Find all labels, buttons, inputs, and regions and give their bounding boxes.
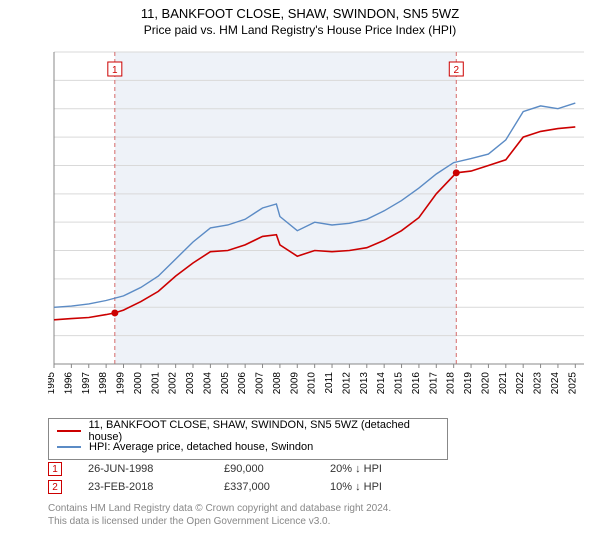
- row-date: 26-JUN-1998: [88, 463, 198, 475]
- row-marker-badge: 2: [48, 480, 62, 494]
- xtick-label: 2007: [255, 372, 266, 395]
- xtick-label: 2009: [289, 372, 300, 395]
- xtick-label: 1995: [48, 372, 57, 395]
- xtick-label: 2008: [272, 372, 283, 395]
- sale-dot: [111, 309, 118, 316]
- legend-label: HPI: Average price, detached house, Swin…: [89, 441, 313, 453]
- xtick-label: 2023: [533, 372, 544, 395]
- xtick-label: 2004: [202, 372, 213, 395]
- xtick-label: 2021: [498, 372, 509, 395]
- legend-label: 11, BANKFOOT CLOSE, SHAW, SWINDON, SN5 5…: [89, 419, 440, 443]
- sales-table: 1 26-JUN-1998 £90,000 20% ↓ HPI 2 23-FEB-2018…: [48, 460, 420, 496]
- xtick-label: 2015: [394, 372, 405, 395]
- xtick-label: 2017: [428, 372, 439, 395]
- row-delta: 20% ↓ HPI: [330, 463, 420, 475]
- sale-marker-num: 1: [112, 65, 118, 76]
- xtick-label: 2006: [237, 372, 248, 395]
- xtick-label: 1998: [98, 372, 109, 395]
- xtick-label: 2003: [185, 372, 196, 395]
- row-price: £90,000: [224, 463, 304, 475]
- attribution-line1: Contains HM Land Registry data © Crown c…: [48, 502, 391, 515]
- sale-marker-num: 2: [453, 65, 459, 76]
- legend-swatch: [57, 446, 81, 448]
- xtick-label: 2025: [567, 372, 578, 395]
- legend: 11, BANKFOOT CLOSE, SHAW, SWINDON, SN5 5…: [48, 418, 448, 460]
- attribution-line2: This data is licensed under the Open Gov…: [48, 515, 391, 528]
- row-marker-badge: 1: [48, 462, 62, 476]
- legend-row: 11, BANKFOOT CLOSE, SHAW, SWINDON, SN5 5…: [57, 423, 439, 439]
- xtick-label: 2013: [359, 372, 370, 395]
- row-delta: 10% ↓ HPI: [330, 481, 420, 493]
- xtick-label: 2010: [307, 372, 318, 395]
- xtick-label: 2012: [341, 372, 352, 395]
- page-title: 11, BANKFOOT CLOSE, SHAW, SWINDON, SN5 5…: [0, 0, 600, 21]
- table-row: 2 23-FEB-2018 £337,000 10% ↓ HPI: [48, 478, 420, 496]
- xtick-label: 1999: [116, 372, 127, 395]
- xtick-label: 2018: [446, 372, 457, 395]
- xtick-label: 2020: [480, 372, 491, 395]
- price-chart: £0£50K£100K£150K£200K£250K£300K£350K£400…: [48, 48, 588, 408]
- chart-svg: £0£50K£100K£150K£200K£250K£300K£350K£400…: [48, 48, 588, 408]
- shaded-band: [115, 52, 456, 364]
- xtick-label: 2011: [324, 372, 335, 394]
- xtick-label: 2016: [411, 372, 422, 395]
- page-subtitle: Price paid vs. HM Land Registry's House …: [0, 21, 600, 43]
- xtick-label: 2019: [463, 372, 474, 395]
- xtick-label: 2014: [376, 372, 387, 395]
- table-row: 1 26-JUN-1998 £90,000 20% ↓ HPI: [48, 460, 420, 478]
- xtick-label: 2005: [220, 372, 231, 395]
- xtick-label: 2000: [133, 372, 144, 395]
- xtick-label: 2024: [550, 372, 561, 395]
- row-date: 23-FEB-2018: [88, 481, 198, 493]
- row-price: £337,000: [224, 481, 304, 493]
- xtick-label: 1997: [81, 372, 92, 395]
- xtick-label: 2002: [168, 372, 179, 395]
- xtick-label: 1996: [63, 372, 74, 395]
- sale-dot: [453, 169, 460, 176]
- legend-swatch: [57, 430, 81, 432]
- xtick-label: 2001: [150, 372, 161, 395]
- attribution: Contains HM Land Registry data © Crown c…: [48, 502, 391, 528]
- xtick-label: 2022: [515, 372, 526, 395]
